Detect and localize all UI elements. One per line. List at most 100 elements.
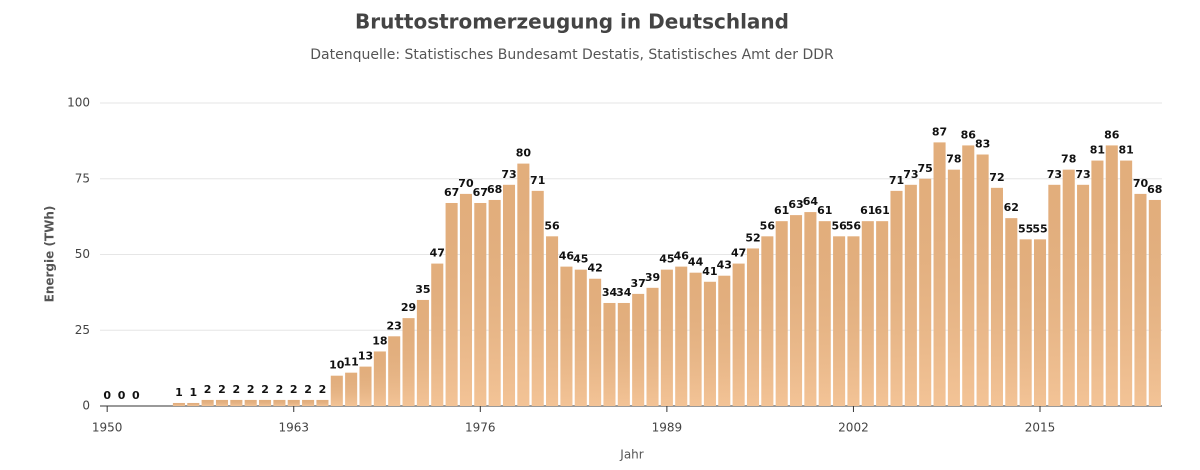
value-label: 46 bbox=[559, 250, 575, 263]
value-label: 86 bbox=[961, 128, 977, 141]
value-label: 70 bbox=[1133, 177, 1149, 190]
y-tick-label: 75 bbox=[75, 171, 90, 185]
bar-shade bbox=[474, 202, 487, 406]
value-label: 71 bbox=[530, 174, 545, 187]
bar-shade bbox=[1120, 160, 1133, 406]
bar-shade bbox=[388, 336, 401, 406]
value-label: 11 bbox=[343, 356, 358, 369]
value-label: 75 bbox=[918, 162, 933, 175]
x-tick-label: 2002 bbox=[838, 421, 869, 435]
y-tick-label: 0 bbox=[82, 399, 90, 413]
value-label: 56 bbox=[760, 219, 776, 232]
bar-shade bbox=[675, 266, 688, 406]
bar-shade bbox=[1091, 160, 1104, 406]
bar-shade bbox=[818, 221, 831, 406]
chart-title: Bruttostromerzeugung in Deutschland bbox=[355, 10, 789, 34]
bar-shade bbox=[1148, 199, 1161, 406]
bar-shade bbox=[574, 269, 587, 406]
bar-shade bbox=[330, 375, 343, 406]
bar-shade bbox=[431, 263, 444, 406]
value-label: 41 bbox=[702, 265, 717, 278]
value-label: 1 bbox=[175, 386, 183, 399]
value-label: 62 bbox=[1004, 201, 1019, 214]
value-label: 83 bbox=[975, 138, 990, 151]
value-label: 2 bbox=[218, 383, 226, 396]
value-label: 42 bbox=[587, 262, 602, 275]
bar-shade bbox=[517, 163, 530, 406]
bar-shade bbox=[502, 184, 516, 406]
bar-shade bbox=[1033, 239, 1047, 406]
bar-shade bbox=[201, 399, 214, 406]
bar-shade bbox=[790, 215, 803, 406]
value-label: 18 bbox=[372, 334, 387, 347]
value-label: 44 bbox=[688, 256, 704, 269]
value-label: 87 bbox=[932, 125, 947, 138]
value-label: 73 bbox=[501, 168, 516, 181]
bar-shade bbox=[488, 199, 501, 406]
bar-shade bbox=[603, 302, 616, 406]
x-tick-label: 1950 bbox=[92, 421, 123, 435]
bar-shade bbox=[646, 287, 659, 406]
bar-shade bbox=[1077, 184, 1090, 406]
bar-shade bbox=[531, 190, 544, 406]
bar-shade bbox=[962, 145, 975, 407]
x-tick-label: 1989 bbox=[652, 421, 683, 435]
bar-shade bbox=[459, 193, 472, 406]
value-label: 73 bbox=[1075, 168, 1090, 181]
value-label: 61 bbox=[860, 204, 875, 217]
value-label: 29 bbox=[401, 301, 416, 314]
bar-shade bbox=[876, 221, 889, 406]
bar-shade bbox=[847, 236, 860, 406]
bar-shade bbox=[632, 293, 645, 406]
bar-shade bbox=[933, 142, 946, 406]
value-label: 78 bbox=[946, 153, 961, 166]
bar-shade bbox=[1062, 169, 1075, 406]
bar-shade bbox=[976, 154, 989, 406]
bar-shade bbox=[316, 399, 329, 406]
y-tick-label: 50 bbox=[75, 247, 90, 261]
value-label: 63 bbox=[788, 198, 803, 211]
chart-subtitle: Datenquelle: Statistisches Bundesamt Des… bbox=[310, 47, 834, 63]
value-label: 0 bbox=[103, 389, 111, 402]
value-label: 56 bbox=[846, 219, 862, 232]
value-label: 0 bbox=[132, 389, 140, 402]
bar-shade bbox=[904, 184, 917, 406]
value-label: 68 bbox=[487, 183, 502, 196]
bar-shade bbox=[445, 202, 458, 406]
value-label: 46 bbox=[674, 250, 690, 263]
bar-shade bbox=[589, 278, 602, 406]
bar-shade bbox=[947, 169, 960, 406]
bar-shade bbox=[302, 399, 315, 406]
value-label: 68 bbox=[1147, 183, 1162, 196]
bar-shade bbox=[172, 402, 185, 406]
bar-shade bbox=[546, 236, 559, 406]
value-label: 43 bbox=[717, 259, 732, 272]
value-label: 73 bbox=[1047, 168, 1062, 181]
bar-shade bbox=[1048, 184, 1061, 406]
x-tick-label: 1976 bbox=[465, 421, 496, 435]
value-label: 2 bbox=[204, 383, 212, 396]
bar-shade bbox=[732, 263, 745, 406]
bar-shade bbox=[833, 236, 846, 406]
value-label: 61 bbox=[774, 204, 789, 217]
x-axis-label: Jahr bbox=[619, 448, 643, 462]
value-label: 73 bbox=[903, 168, 918, 181]
value-label: 23 bbox=[387, 319, 402, 332]
value-label: 35 bbox=[415, 283, 430, 296]
value-label: 45 bbox=[659, 253, 674, 266]
bar-shade bbox=[746, 248, 760, 406]
bar-shade bbox=[273, 399, 286, 406]
value-label: 13 bbox=[358, 350, 373, 363]
value-label: 52 bbox=[745, 231, 760, 244]
bar-shade bbox=[1105, 145, 1118, 407]
value-label: 80 bbox=[516, 147, 532, 160]
value-label: 55 bbox=[1018, 222, 1033, 235]
value-label: 37 bbox=[631, 277, 646, 290]
value-label: 67 bbox=[444, 186, 459, 199]
value-label: 34 bbox=[602, 286, 618, 299]
bar-shade bbox=[345, 372, 358, 406]
value-label: 61 bbox=[874, 204, 889, 217]
value-label: 10 bbox=[329, 359, 345, 372]
bar-shade bbox=[416, 299, 429, 406]
